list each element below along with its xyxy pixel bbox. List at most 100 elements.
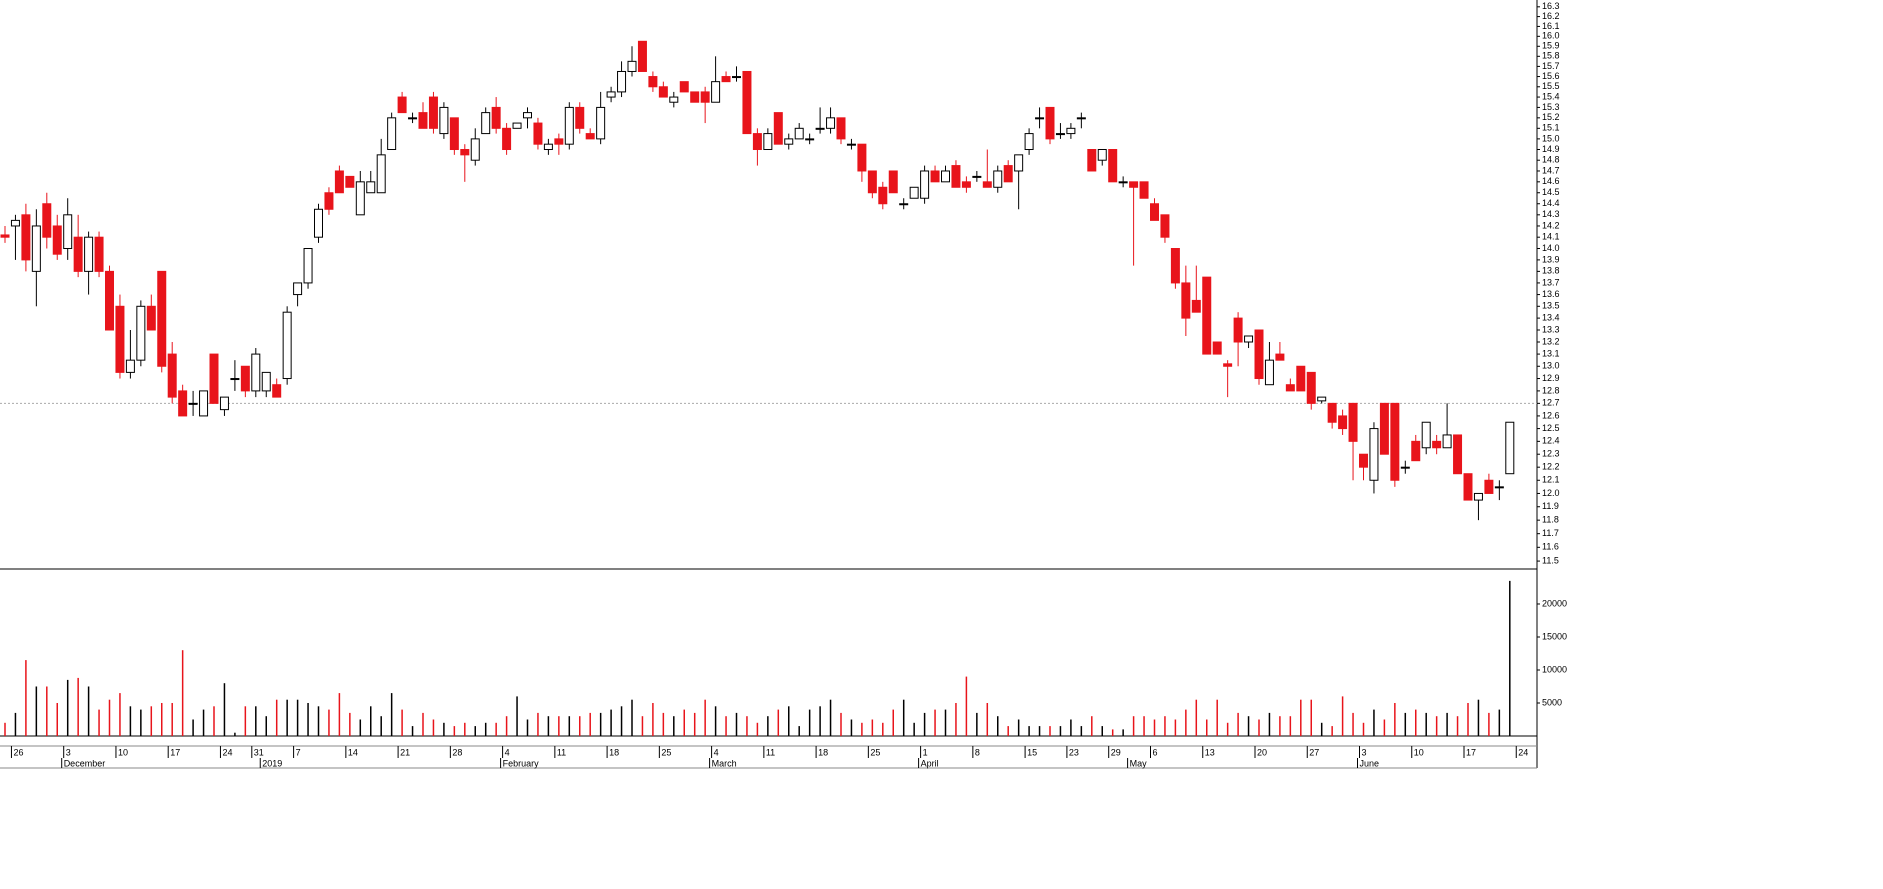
candle-body (899, 203, 909, 206)
candle-body (387, 117, 397, 151)
candle-body (1348, 402, 1358, 442)
x-tick-label: 1 (923, 747, 928, 757)
candle-body (846, 143, 856, 146)
candle-body (188, 402, 198, 405)
volume-bar (631, 699, 633, 736)
candle-body (669, 96, 679, 103)
candle-body (94, 236, 104, 272)
volume-bar (558, 716, 560, 736)
month-label: May (1130, 758, 1148, 768)
candle-body (857, 143, 867, 172)
candle-body (1160, 214, 1170, 238)
volume-bar (746, 716, 748, 736)
volume-bar (338, 693, 341, 736)
candle-body (63, 214, 73, 250)
y-tick-label: 12.2 (1542, 462, 1560, 472)
candle-body (679, 81, 689, 93)
x-tick-label: 6 (1153, 747, 1158, 757)
candle-body (585, 133, 595, 140)
candle-body (1139, 181, 1149, 199)
volume-bar (4, 722, 6, 736)
candle-body (961, 181, 971, 188)
y-tick-label: 15.8 (1542, 51, 1560, 61)
volume-bar (610, 709, 612, 736)
volume-bar (25, 660, 27, 736)
candle-body (533, 122, 543, 145)
y-tick-label: 11.6 (1542, 542, 1559, 552)
candle-body (334, 170, 344, 194)
volume-bar (505, 716, 508, 736)
candle-body (157, 270, 167, 367)
volume-bar (422, 712, 424, 736)
volume-bar (1467, 702, 1469, 736)
volume-bar (77, 677, 79, 736)
volume-bar (1070, 719, 1072, 736)
x-tick-label: 18 (818, 747, 828, 757)
candle-body (84, 236, 94, 272)
x-tick-label: 23 (1069, 747, 1079, 757)
volume-bar (579, 716, 581, 736)
y-tick-label: 14.6 (1542, 176, 1560, 186)
volume-bar (1132, 716, 1135, 736)
y-tick-label: 12.6 (1542, 410, 1560, 420)
candle-body (449, 117, 459, 151)
candle-body (617, 70, 627, 93)
volume-bar (850, 719, 853, 736)
volume-bar (1331, 726, 1333, 736)
x-tick-label: 17 (1466, 747, 1476, 757)
candle-body (805, 138, 815, 141)
y-tick-label: 15.9 (1542, 41, 1560, 51)
volume-bar (1279, 716, 1281, 736)
candle-body (732, 76, 741, 79)
candle-body (1421, 421, 1431, 449)
y-tick-label: 13.1 (1542, 348, 1560, 358)
candle-body (1463, 473, 1473, 501)
candle-body (752, 133, 762, 151)
candle-body (167, 353, 177, 398)
y-tick-label: 12.3 (1542, 449, 1560, 459)
candle-body (773, 112, 783, 145)
month-label: April (921, 758, 939, 768)
volume-bar (1300, 699, 1302, 736)
volume-bar (1185, 709, 1187, 736)
candle-body (784, 138, 794, 145)
candle-body (1066, 127, 1076, 135)
volume-bar (119, 693, 121, 736)
candle-body (230, 378, 240, 381)
volume-bar (1153, 719, 1156, 736)
volume-bar (1247, 716, 1250, 736)
candle-body (1285, 384, 1295, 392)
volume-bar (693, 712, 696, 736)
volume-bar (1059, 726, 1062, 736)
candle-body (920, 170, 930, 199)
y-tick-label: 10000 (1542, 664, 1567, 674)
volume-bar (56, 702, 58, 736)
volume-bar (986, 702, 989, 736)
candle-body (115, 305, 125, 373)
candle-body (1390, 402, 1400, 481)
candle-body (1505, 421, 1515, 475)
candle-body (209, 353, 219, 404)
month-label: June (1360, 758, 1380, 768)
candle-body (1484, 479, 1494, 494)
candle-body (136, 305, 146, 361)
x-tick-label: 11 (766, 747, 775, 757)
candle-body (1317, 396, 1327, 402)
candle-body (1097, 149, 1107, 161)
volume-bar (923, 712, 926, 736)
volume-bar (1091, 716, 1093, 736)
volume-bar (1341, 696, 1344, 736)
volume-bar (620, 706, 623, 736)
volume-bar (223, 683, 226, 736)
candle-body (815, 127, 825, 130)
volume-bar (861, 722, 863, 736)
volume-bar (1446, 712, 1448, 736)
candle-body (1411, 440, 1421, 462)
candle-body (1379, 402, 1389, 455)
y-tick-label: 12.1 (1542, 475, 1560, 485)
volume-bar (1174, 719, 1177, 736)
volume-bar (1226, 722, 1229, 736)
candle-body (564, 106, 574, 145)
candle-body (491, 106, 501, 129)
y-tick-label: 12.0 (1542, 488, 1560, 498)
